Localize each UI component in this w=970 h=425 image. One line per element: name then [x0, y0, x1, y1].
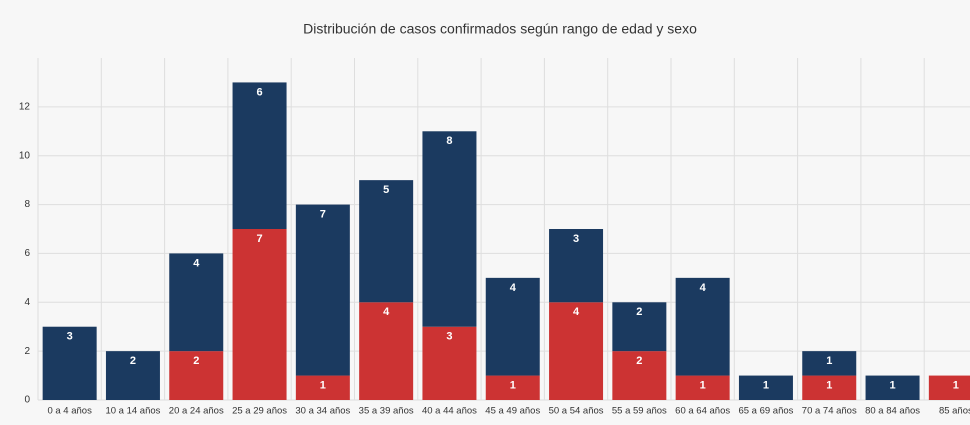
x-tick-label: 25 a 29 años	[232, 406, 287, 417]
bar-segment	[105, 351, 160, 400]
data-label: 7	[256, 233, 262, 245]
data-label: 1	[953, 379, 959, 391]
x-tick-label: 20 a 24 años	[169, 406, 224, 417]
y-tick-label: 6	[24, 248, 30, 259]
x-tick-label: 60 a 64 años	[675, 406, 730, 417]
data-label: 2	[130, 355, 136, 367]
x-tick-label: 40 a 44 años	[422, 406, 477, 417]
x-tick-label: 65 a 69 años	[738, 406, 793, 417]
bar-segment	[169, 351, 224, 400]
data-label: 1	[826, 355, 832, 367]
data-label: 2	[193, 355, 199, 367]
data-label: 2	[636, 355, 642, 367]
bar-segment	[422, 326, 477, 400]
bar-segment	[42, 326, 97, 400]
x-tick-label: 80 a 84 años	[865, 406, 920, 417]
x-tick-label: 35 a 39 años	[359, 406, 414, 417]
x-tick-label: 45 a 49 años	[485, 406, 540, 417]
y-tick-label: 12	[19, 101, 31, 112]
data-label: 4	[700, 282, 707, 294]
bar-segment	[549, 229, 604, 303]
data-label: 1	[320, 379, 326, 391]
data-label: 4	[383, 306, 390, 318]
bar-segment	[485, 375, 540, 400]
data-label: 6	[256, 86, 262, 98]
bar-segment	[359, 302, 414, 400]
x-tick-label: 50 a 54 años	[549, 406, 604, 417]
bar-segment	[675, 375, 730, 400]
bar-segment	[612, 302, 667, 352]
bar-segment	[169, 253, 224, 352]
data-label: 7	[320, 208, 326, 220]
bar-segment	[295, 375, 350, 400]
bar-segment	[612, 351, 667, 400]
bar-segment	[802, 375, 857, 400]
x-tick-label: 55 a 59 años	[612, 406, 667, 417]
chart-title: Distribución de casos confirmados según …	[303, 21, 697, 37]
x-tick-label: 70 a 74 años	[802, 406, 857, 417]
y-tick-label: 8	[24, 199, 30, 210]
bar-segment	[738, 375, 793, 400]
bar-segment	[232, 82, 287, 229]
data-label: 4	[510, 282, 517, 294]
data-label: 2	[636, 306, 642, 318]
data-label: 1	[763, 379, 769, 391]
data-label: 1	[700, 379, 706, 391]
bar-segment	[232, 229, 287, 400]
bar-segment	[928, 375, 970, 400]
bar-segment	[359, 180, 414, 303]
y-tick-label: 0	[24, 395, 30, 406]
data-label: 3	[573, 233, 579, 245]
bar-segment	[422, 131, 477, 327]
bar-segment	[549, 302, 604, 400]
x-tick-label: 10 a 14 años	[105, 406, 160, 417]
data-label: 5	[383, 184, 389, 196]
y-tick-label: 10	[19, 150, 31, 161]
data-label: 3	[67, 331, 73, 343]
data-label: 1	[826, 379, 832, 391]
bar-segment	[802, 351, 857, 376]
y-tick-label: 2	[24, 346, 30, 357]
data-label: 8	[446, 135, 452, 147]
y-tick-label: 4	[24, 297, 30, 308]
bar-segment	[675, 277, 730, 376]
x-tick-label: 30 a 34 años	[295, 406, 350, 417]
data-label: 3	[446, 331, 452, 343]
data-label: 4	[193, 257, 200, 269]
bar-segment	[485, 277, 540, 376]
data-label: 1	[889, 379, 895, 391]
bar-segment	[295, 204, 350, 376]
data-label: 1	[510, 379, 516, 391]
bar-segment	[865, 375, 920, 400]
data-label: 4	[573, 306, 580, 318]
x-tick-label: 85 años	[939, 406, 970, 417]
x-tick-label: 0 a 4 años	[47, 406, 92, 417]
